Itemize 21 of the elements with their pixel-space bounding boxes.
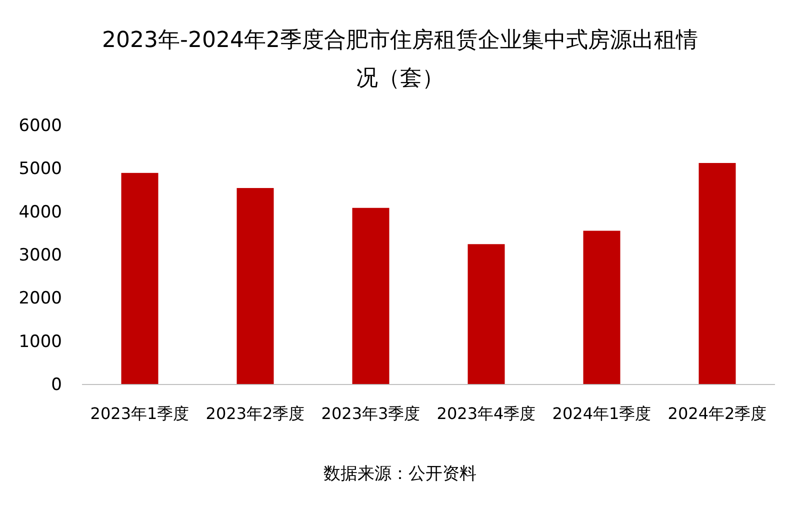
x-tick-label: 2023年4季度 xyxy=(436,404,536,423)
x-tick-label: 2024年2季度 xyxy=(668,404,767,423)
y-tick-label: 3000 xyxy=(18,246,62,266)
x-tick-label: 2023年2季度 xyxy=(206,404,305,423)
y-tick-label: 4000 xyxy=(18,202,62,222)
y-tick-label: 1000 xyxy=(18,332,62,352)
y-tick-label: 0 xyxy=(51,375,62,395)
x-tick-label: 2023年1季度 xyxy=(90,404,190,423)
x-tick-label: 2023年3季度 xyxy=(321,404,420,423)
y-tick-label: 6000 xyxy=(18,116,62,136)
y-tick-label: 5000 xyxy=(18,159,62,180)
x-tick-label: 2024年1季度 xyxy=(552,404,652,423)
bar xyxy=(698,162,736,384)
bar xyxy=(352,208,390,384)
bar xyxy=(468,244,505,384)
y-tick-label: 2000 xyxy=(18,288,62,309)
chart-title: 2023年-2024年2季度合肥市住房租赁企业集中式房源出租情况（套） xyxy=(101,27,699,93)
bar xyxy=(583,230,620,384)
bar xyxy=(121,172,158,384)
bar xyxy=(236,188,274,384)
source-note: 数据来源：公开资料 xyxy=(322,463,478,485)
